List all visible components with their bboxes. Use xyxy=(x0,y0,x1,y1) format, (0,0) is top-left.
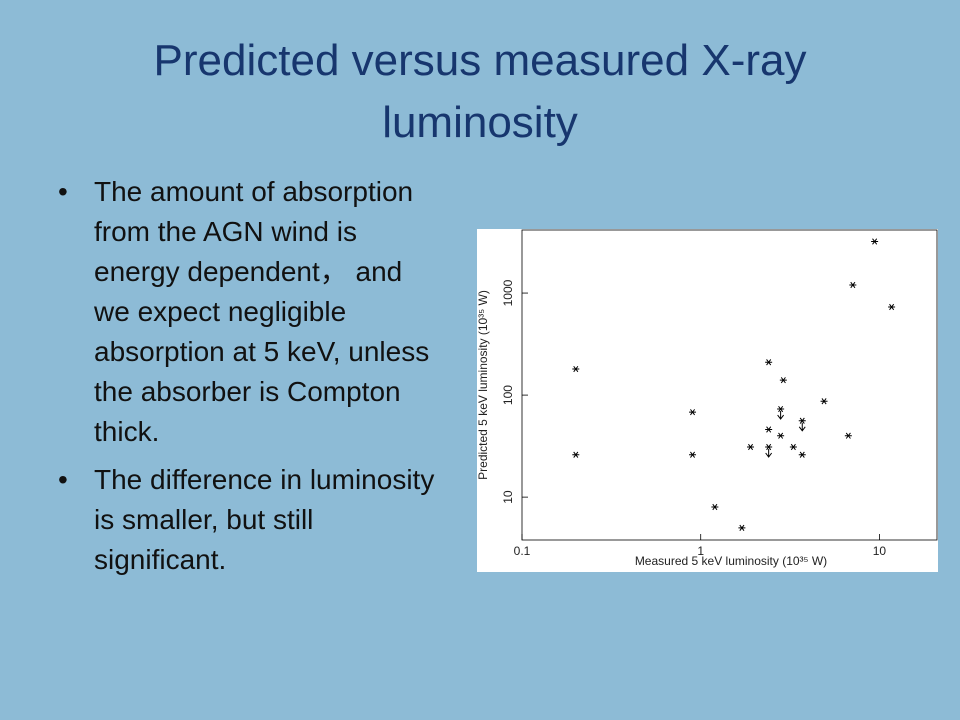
y-tick-label: 100 xyxy=(501,385,515,405)
point xyxy=(820,398,828,405)
chart: Measured 5 keV luminosity (10³⁵ W) Predi… xyxy=(477,229,938,572)
slide-title: Predicted versus measured X-ray luminosi… xyxy=(153,36,807,147)
y-tick-label: 1000 xyxy=(501,279,515,306)
point xyxy=(888,303,896,311)
bullet-list: The amount of absorption from the AGN wi… xyxy=(58,172,438,588)
point xyxy=(871,238,879,245)
point xyxy=(738,524,746,531)
point xyxy=(779,377,787,384)
x-tick-label: 1 xyxy=(697,544,704,558)
point xyxy=(777,432,785,439)
point xyxy=(798,417,806,424)
bullet: The difference in luminosity is smaller,… xyxy=(58,460,438,580)
point xyxy=(765,359,773,366)
upper-limit-arrow xyxy=(765,448,773,458)
upper-limit-arrow xyxy=(798,422,806,432)
point xyxy=(844,432,852,439)
point xyxy=(765,443,773,451)
point xyxy=(798,451,806,458)
point xyxy=(689,409,697,416)
y-tick-label: 10 xyxy=(501,490,515,504)
point xyxy=(777,405,785,413)
point xyxy=(689,451,697,458)
x-tick-label: 0.1 xyxy=(514,544,531,558)
y-axis-label: Predicted 5 keV luminosity (10³⁵ W) xyxy=(477,290,490,480)
point xyxy=(572,451,580,458)
point xyxy=(572,365,580,373)
upper-limit-arrow xyxy=(777,411,785,420)
x-tick-label: 10 xyxy=(873,544,887,558)
point xyxy=(765,426,773,433)
plot-frame xyxy=(521,229,938,541)
point xyxy=(711,503,719,511)
point xyxy=(789,443,797,451)
point xyxy=(747,443,755,451)
bullet: The amount of absorption from the AGN wi… xyxy=(58,172,438,452)
x-axis-label: Measured 5 keV luminosity (10³⁵ W) xyxy=(635,554,827,568)
point xyxy=(849,281,857,289)
